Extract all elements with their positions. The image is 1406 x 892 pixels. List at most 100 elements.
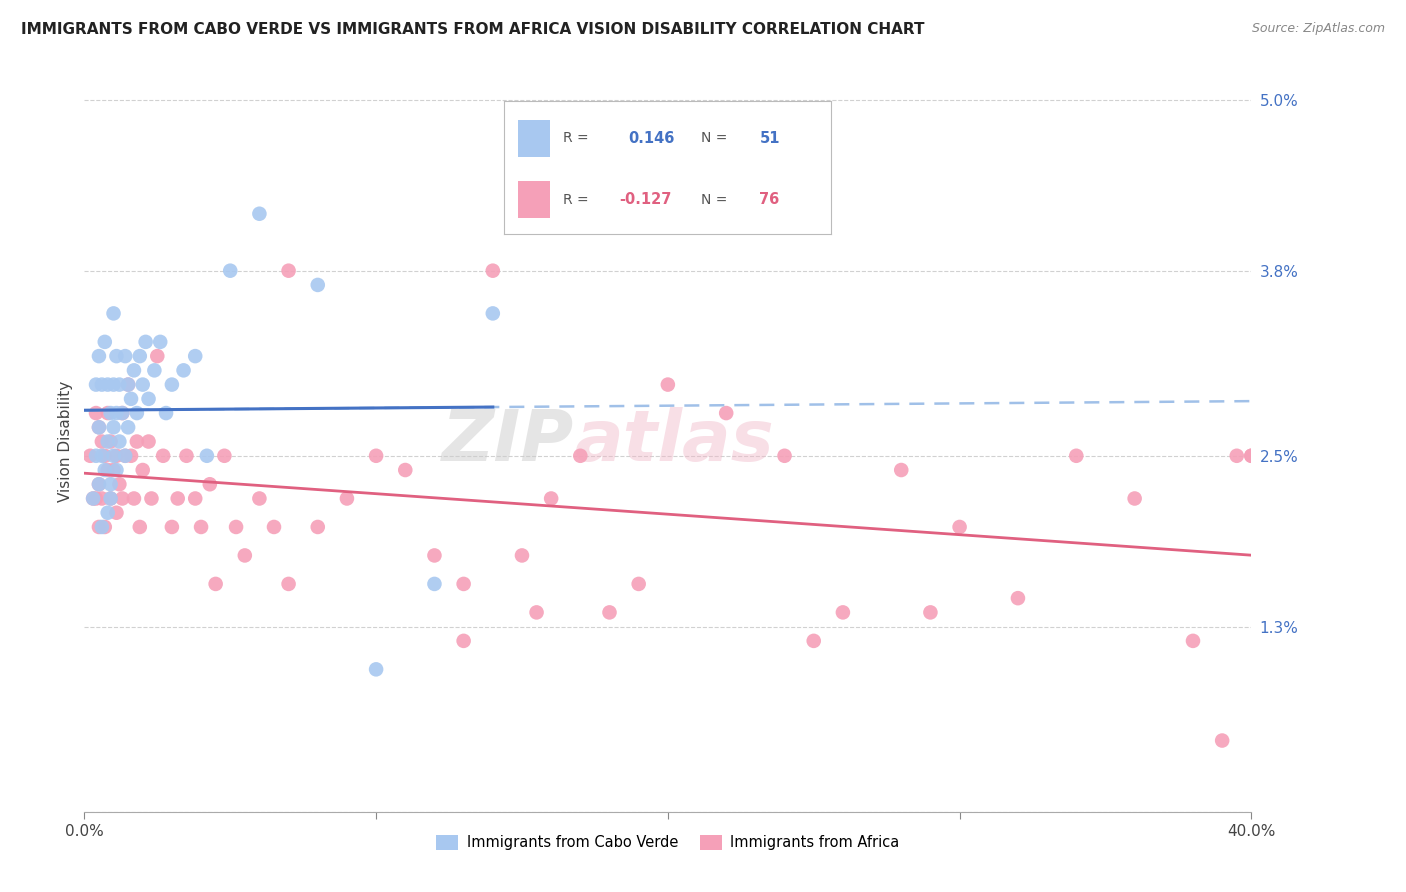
Point — [890, 463, 912, 477]
Point — [105, 449, 128, 463]
Point — [87, 477, 110, 491]
Point — [773, 449, 796, 463]
Point — [1211, 733, 1233, 747]
Point — [94, 449, 117, 463]
Point — [128, 520, 150, 534]
Point — [155, 406, 177, 420]
Point — [143, 363, 166, 377]
Point — [277, 577, 299, 591]
Point — [90, 377, 112, 392]
Point — [100, 406, 122, 420]
Point — [249, 207, 271, 221]
Point — [920, 606, 942, 620]
Point — [184, 491, 207, 506]
Point — [111, 406, 134, 420]
Point — [84, 406, 107, 420]
Point — [132, 377, 155, 392]
Text: ZIP: ZIP — [443, 407, 575, 476]
Point — [105, 406, 128, 420]
Point — [423, 549, 446, 563]
Point — [94, 334, 117, 349]
Point — [111, 406, 134, 420]
Point — [114, 349, 136, 363]
Point — [453, 633, 475, 648]
Point — [599, 606, 621, 620]
Point — [225, 520, 247, 534]
Point — [100, 491, 122, 506]
Point — [97, 506, 120, 520]
Point — [103, 463, 125, 477]
Point — [117, 377, 139, 392]
Point — [103, 377, 125, 392]
Point — [94, 520, 117, 534]
Point — [82, 491, 104, 506]
Point — [79, 449, 101, 463]
Point — [204, 577, 226, 591]
Point — [307, 277, 329, 292]
Point — [198, 477, 221, 491]
Point — [138, 392, 160, 406]
Point — [90, 449, 112, 463]
Point — [138, 434, 160, 449]
Point — [540, 491, 562, 506]
Point — [219, 263, 242, 277]
Point — [277, 263, 299, 277]
Point — [1240, 449, 1263, 463]
Point — [97, 434, 120, 449]
Point — [176, 449, 198, 463]
Point — [84, 377, 107, 392]
Point — [569, 449, 592, 463]
Legend: Immigrants from Cabo Verde, Immigrants from Africa: Immigrants from Cabo Verde, Immigrants f… — [430, 830, 905, 856]
Point — [249, 491, 271, 506]
Point — [120, 392, 142, 406]
Point — [263, 520, 285, 534]
Point — [716, 406, 738, 420]
Point — [90, 491, 112, 506]
Point — [184, 349, 207, 363]
Point — [120, 449, 142, 463]
Point — [97, 377, 120, 392]
Point — [122, 363, 145, 377]
Text: atlas: atlas — [575, 407, 775, 476]
Point — [117, 377, 139, 392]
Point — [103, 420, 125, 434]
Point — [1226, 449, 1249, 463]
Point — [482, 263, 505, 277]
Point — [105, 463, 128, 477]
Point — [87, 520, 110, 534]
Point — [111, 491, 134, 506]
Point — [627, 577, 650, 591]
Point — [128, 349, 150, 363]
Point — [366, 662, 388, 676]
Point — [949, 520, 972, 534]
Point — [90, 520, 112, 534]
Point — [482, 306, 505, 320]
Point — [108, 477, 131, 491]
Text: Source: ZipAtlas.com: Source: ZipAtlas.com — [1251, 22, 1385, 36]
Point — [803, 633, 825, 648]
Point — [366, 449, 388, 463]
Point — [90, 434, 112, 449]
Point — [526, 606, 548, 620]
Point — [135, 334, 157, 349]
Point — [122, 491, 145, 506]
Point — [195, 449, 218, 463]
Point — [307, 520, 329, 534]
Point — [108, 434, 131, 449]
Point — [125, 434, 148, 449]
Point — [166, 491, 188, 506]
Point — [97, 463, 120, 477]
Point — [87, 349, 110, 363]
Point — [1007, 591, 1029, 606]
Point — [114, 449, 136, 463]
Point — [94, 463, 117, 477]
Point — [1123, 491, 1146, 506]
Point — [125, 406, 148, 420]
Point — [190, 520, 212, 534]
Point — [336, 491, 359, 506]
Point — [394, 463, 416, 477]
Text: IMMIGRANTS FROM CABO VERDE VS IMMIGRANTS FROM AFRICA VISION DISABILITY CORRELATI: IMMIGRANTS FROM CABO VERDE VS IMMIGRANTS… — [21, 22, 925, 37]
Point — [84, 491, 107, 506]
Point — [100, 477, 122, 491]
Y-axis label: Vision Disability: Vision Disability — [58, 381, 73, 502]
